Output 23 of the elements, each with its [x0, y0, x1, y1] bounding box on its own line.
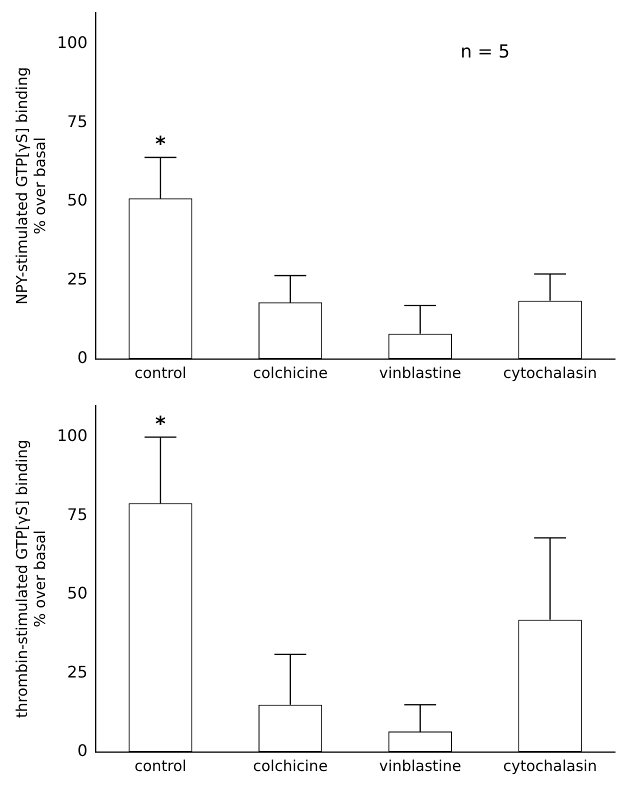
annotation: *: [155, 411, 166, 436]
annotation: *: [155, 132, 166, 156]
annotation: n = 5: [460, 41, 510, 62]
y-tick-label: 75: [67, 112, 88, 131]
x-tick-label: vinblastine: [379, 756, 462, 775]
y-axis-title: thrombin-stimulated GTP[γS] binding % over basal: [12, 440, 49, 718]
y-tick-label: 25: [67, 269, 88, 288]
x-tick-label: colchicine: [253, 756, 328, 775]
x-tick-label: colchicine: [253, 364, 328, 382]
y-tick-label: 0: [77, 741, 88, 760]
y-tick-label: 0: [77, 348, 88, 368]
y-tick-label: 50: [67, 584, 88, 603]
y-tick-label: 50: [67, 190, 88, 210]
x-tick-label: control: [134, 364, 186, 382]
y-tick-label: 100: [56, 426, 88, 446]
x-tick-label: vinblastine: [379, 364, 462, 382]
x-tick-label: cytochalasin: [503, 364, 598, 382]
y-axis-title: NPY-stimulated GTP[γS] binding % over basal: [12, 67, 49, 305]
x-tick-label: cytochalasin: [503, 756, 598, 775]
y-tick-label: 25: [67, 662, 88, 682]
y-tick-label: 75: [67, 504, 88, 524]
x-tick-label: control: [134, 756, 186, 775]
y-tick-label: 100: [56, 33, 88, 52]
